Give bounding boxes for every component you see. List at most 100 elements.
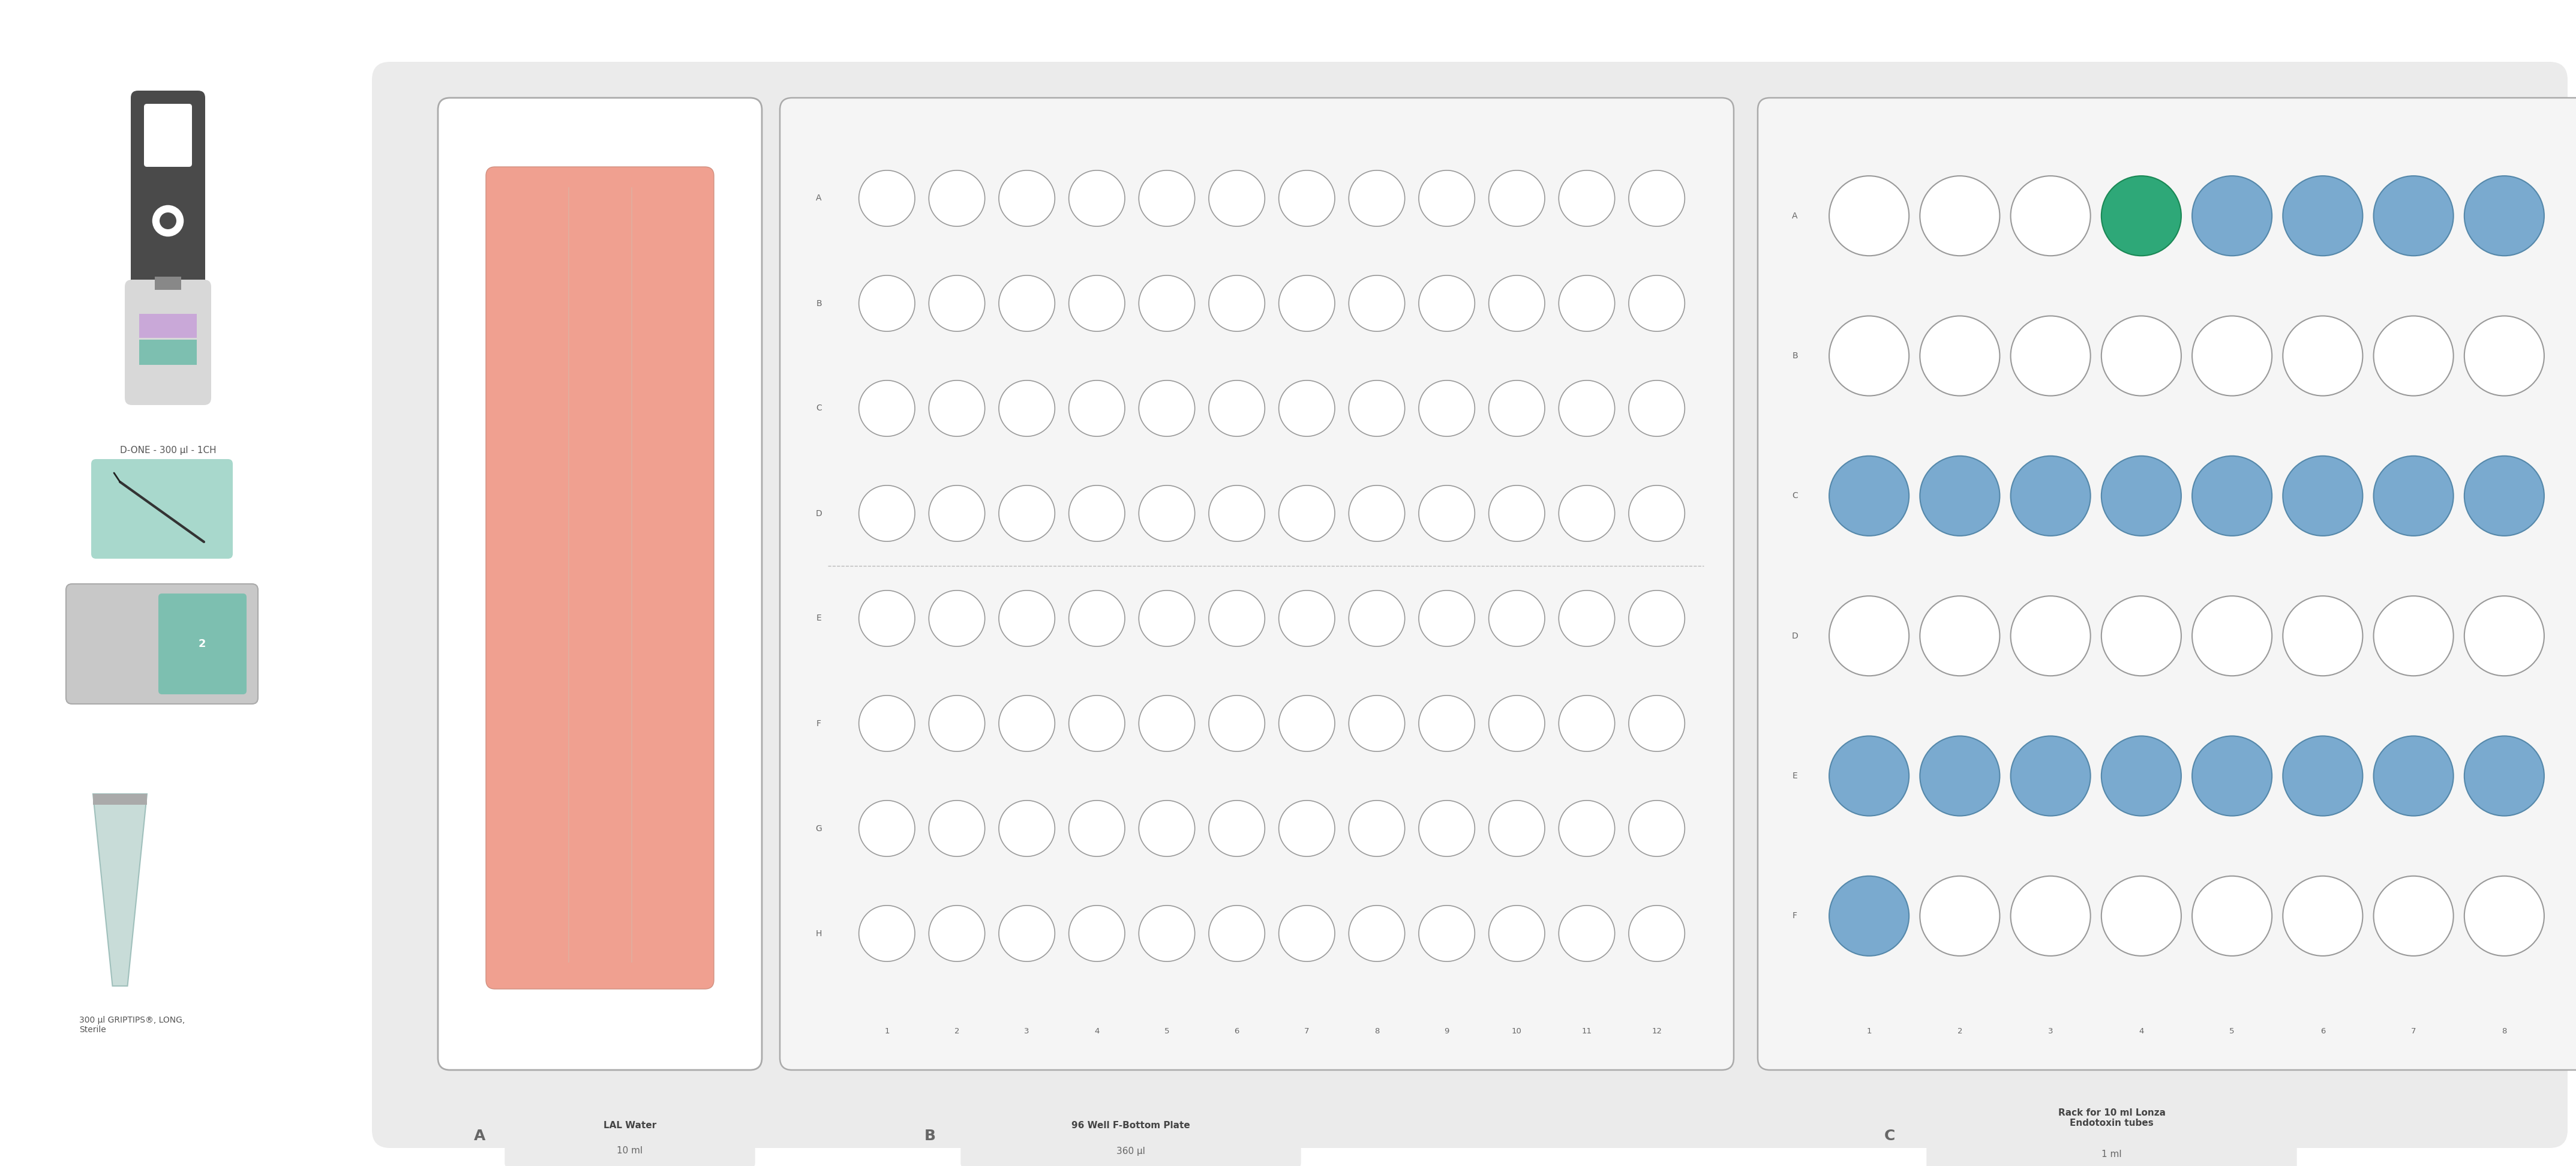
Circle shape xyxy=(1069,380,1126,436)
Circle shape xyxy=(1628,906,1685,962)
Circle shape xyxy=(930,590,984,646)
Circle shape xyxy=(2192,596,2272,676)
Text: 3: 3 xyxy=(1025,1027,1030,1035)
Text: 2: 2 xyxy=(1958,1027,1963,1035)
Circle shape xyxy=(1208,906,1265,962)
Circle shape xyxy=(2102,456,2182,536)
Bar xyxy=(93,794,147,805)
Circle shape xyxy=(1489,695,1546,751)
Circle shape xyxy=(858,275,914,331)
Circle shape xyxy=(1419,695,1476,751)
Circle shape xyxy=(999,380,1054,436)
Text: 300 µl GRIPTIPS®, LONG,
Sterile: 300 µl GRIPTIPS®, LONG, Sterile xyxy=(80,1016,185,1034)
Circle shape xyxy=(1558,485,1615,541)
Circle shape xyxy=(1829,876,1909,956)
Circle shape xyxy=(2102,316,2182,395)
Text: F: F xyxy=(1793,912,1798,920)
Circle shape xyxy=(2102,596,2182,676)
Circle shape xyxy=(2282,176,2362,255)
Circle shape xyxy=(1069,906,1126,962)
Circle shape xyxy=(858,906,914,962)
Circle shape xyxy=(1139,380,1195,436)
Circle shape xyxy=(1419,485,1476,541)
Circle shape xyxy=(2465,316,2545,395)
Circle shape xyxy=(999,906,1054,962)
Circle shape xyxy=(930,380,984,436)
Circle shape xyxy=(1069,800,1126,857)
FancyBboxPatch shape xyxy=(67,584,258,704)
Circle shape xyxy=(1139,170,1195,226)
Circle shape xyxy=(1350,906,1404,962)
Circle shape xyxy=(2372,456,2452,536)
Circle shape xyxy=(1069,695,1126,751)
Text: 4: 4 xyxy=(1095,1027,1100,1035)
Text: 10: 10 xyxy=(1512,1027,1522,1035)
FancyBboxPatch shape xyxy=(1927,1095,2295,1166)
Circle shape xyxy=(1278,590,1334,646)
FancyBboxPatch shape xyxy=(371,62,2568,1149)
Circle shape xyxy=(1139,275,1195,331)
Circle shape xyxy=(2012,456,2092,536)
Text: 5: 5 xyxy=(1164,1027,1170,1035)
Circle shape xyxy=(999,590,1054,646)
Circle shape xyxy=(2465,596,2545,676)
Text: D: D xyxy=(1793,632,1798,640)
Circle shape xyxy=(2465,456,2545,536)
Circle shape xyxy=(1489,380,1546,436)
FancyBboxPatch shape xyxy=(505,1104,755,1166)
Circle shape xyxy=(152,204,185,238)
Circle shape xyxy=(1278,275,1334,331)
Text: 7: 7 xyxy=(2411,1027,2416,1035)
Text: 360 µl: 360 µl xyxy=(1115,1146,1146,1156)
Text: Rack for 10 ml Lonza
Endotoxin tubes: Rack for 10 ml Lonza Endotoxin tubes xyxy=(2058,1108,2166,1128)
FancyBboxPatch shape xyxy=(90,459,232,559)
Circle shape xyxy=(1558,380,1615,436)
Circle shape xyxy=(858,485,914,541)
Circle shape xyxy=(2102,736,2182,816)
Circle shape xyxy=(1558,800,1615,857)
Circle shape xyxy=(2192,736,2272,816)
Text: G: G xyxy=(817,824,822,833)
FancyBboxPatch shape xyxy=(131,91,206,297)
Circle shape xyxy=(2465,876,2545,956)
Circle shape xyxy=(1628,275,1685,331)
Circle shape xyxy=(1489,800,1546,857)
Circle shape xyxy=(1628,695,1685,751)
Text: 1: 1 xyxy=(1868,1027,1873,1035)
Text: LAL Water: LAL Water xyxy=(603,1122,657,1130)
Text: A: A xyxy=(1793,212,1798,220)
Circle shape xyxy=(2282,876,2362,956)
Circle shape xyxy=(1829,596,1909,676)
Circle shape xyxy=(1419,906,1476,962)
Text: 4: 4 xyxy=(2138,1027,2143,1035)
Circle shape xyxy=(2372,876,2452,956)
Circle shape xyxy=(930,800,984,857)
Circle shape xyxy=(930,275,984,331)
FancyBboxPatch shape xyxy=(487,167,714,989)
Circle shape xyxy=(1069,170,1126,226)
Circle shape xyxy=(2282,736,2362,816)
Circle shape xyxy=(858,800,914,857)
FancyBboxPatch shape xyxy=(157,593,247,694)
Circle shape xyxy=(999,800,1054,857)
Circle shape xyxy=(858,590,914,646)
Text: H: H xyxy=(817,929,822,937)
Circle shape xyxy=(2282,596,2362,676)
Circle shape xyxy=(2372,176,2452,255)
Circle shape xyxy=(2192,456,2272,536)
Circle shape xyxy=(930,170,984,226)
Circle shape xyxy=(1139,590,1195,646)
Circle shape xyxy=(2012,736,2092,816)
Circle shape xyxy=(999,485,1054,541)
Circle shape xyxy=(858,380,914,436)
Circle shape xyxy=(2372,736,2452,816)
Circle shape xyxy=(1628,485,1685,541)
FancyBboxPatch shape xyxy=(438,98,762,1070)
Text: 8: 8 xyxy=(1373,1027,1378,1035)
Circle shape xyxy=(1829,176,1909,255)
Circle shape xyxy=(1419,380,1476,436)
Circle shape xyxy=(999,695,1054,751)
Circle shape xyxy=(1419,590,1476,646)
Text: 6: 6 xyxy=(2321,1027,2326,1035)
Circle shape xyxy=(1139,485,1195,541)
